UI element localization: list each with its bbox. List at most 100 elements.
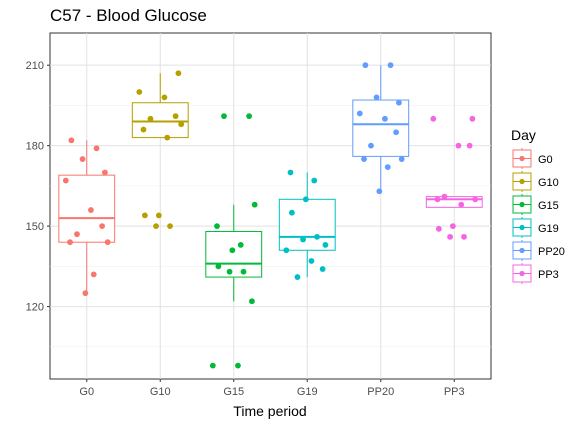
point-pp20 bbox=[393, 129, 400, 136]
point-g15 bbox=[251, 201, 258, 208]
point-pp3 bbox=[430, 115, 437, 122]
box-iqr bbox=[425, 196, 483, 208]
point-g10 bbox=[141, 212, 148, 219]
y-tick-label: 180 bbox=[26, 141, 44, 153]
y-tick-label: 120 bbox=[26, 302, 44, 314]
point-g19 bbox=[319, 266, 326, 272]
legend-label: G0 bbox=[538, 154, 553, 166]
point-g15 bbox=[209, 362, 216, 369]
point-g0 bbox=[79, 156, 86, 162]
point-g19 bbox=[300, 236, 306, 243]
point-pp3 bbox=[472, 196, 479, 203]
point-pp20 bbox=[356, 110, 363, 117]
y-tick-label: 150 bbox=[26, 221, 44, 233]
point-g19 bbox=[294, 274, 301, 280]
point-g0 bbox=[68, 137, 75, 144]
point-g15 bbox=[246, 113, 253, 120]
point-pp3 bbox=[441, 193, 448, 200]
point-g19 bbox=[314, 233, 320, 240]
point-g19 bbox=[302, 196, 309, 203]
point-g0 bbox=[82, 290, 89, 297]
x-tick-label: G19 bbox=[297, 386, 318, 398]
point-g15 bbox=[249, 298, 255, 305]
point-g0 bbox=[93, 145, 100, 152]
legend: Day G0 G10 G15 G19 PP20 PP3 bbox=[511, 127, 565, 284]
box-iqr bbox=[131, 102, 189, 139]
legend-label: G19 bbox=[538, 223, 559, 235]
point-g15 bbox=[235, 362, 241, 369]
point-pp3 bbox=[434, 196, 441, 203]
box-g15 bbox=[205, 204, 263, 302]
point-pp20 bbox=[382, 115, 388, 122]
point-g15 bbox=[215, 263, 222, 270]
point-g0 bbox=[67, 239, 73, 246]
chart-title: C57 - Blood Glucose bbox=[50, 6, 207, 25]
legend-key-point bbox=[519, 224, 525, 231]
point-pp3 bbox=[469, 115, 476, 122]
point-pp20 bbox=[398, 156, 405, 162]
point-g10 bbox=[178, 121, 185, 128]
point-g19 bbox=[287, 169, 294, 176]
point-g19 bbox=[311, 177, 318, 184]
point-g15 bbox=[229, 247, 236, 254]
point-g0 bbox=[74, 231, 80, 238]
legend-label: G10 bbox=[538, 177, 559, 189]
legend-label: G15 bbox=[538, 200, 559, 212]
point-g15 bbox=[214, 223, 220, 230]
box-iqr bbox=[58, 174, 116, 243]
x-tick-label: G15 bbox=[223, 386, 244, 398]
point-g10 bbox=[153, 223, 159, 230]
point-pp3 bbox=[458, 201, 465, 208]
point-g0 bbox=[88, 207, 94, 213]
point-g0 bbox=[104, 239, 111, 246]
point-pp3 bbox=[435, 225, 442, 232]
point-pp20 bbox=[376, 188, 383, 195]
legend-label: PP3 bbox=[538, 269, 559, 281]
box-iqr bbox=[205, 230, 263, 278]
legend-key-point bbox=[519, 155, 525, 162]
point-g10 bbox=[147, 115, 154, 122]
legend-key-point bbox=[519, 247, 525, 254]
x-axis: G0 G10 G15 G19 PP20 PP3 bbox=[79, 379, 465, 398]
y-axis: 120 150 180 210 bbox=[26, 60, 50, 314]
legend-item-pp3: PP3 bbox=[512, 263, 559, 284]
point-pp3 bbox=[449, 223, 456, 230]
point-g10 bbox=[167, 223, 173, 230]
point-g0 bbox=[102, 169, 108, 176]
x-tick-label: PP20 bbox=[367, 386, 394, 398]
boxes-layer bbox=[58, 65, 483, 302]
point-g19 bbox=[322, 241, 329, 248]
point-g15 bbox=[226, 268, 233, 275]
points-layer bbox=[62, 62, 479, 369]
point-g10 bbox=[140, 126, 147, 133]
point-g19 bbox=[283, 247, 290, 254]
point-g19 bbox=[288, 209, 295, 216]
point-g15 bbox=[237, 241, 244, 248]
x-tick-label: G10 bbox=[150, 386, 171, 398]
point-g0 bbox=[62, 177, 69, 184]
point-g10 bbox=[172, 113, 179, 120]
legend-key-point bbox=[519, 178, 525, 185]
point-pp20 bbox=[373, 94, 380, 101]
legend-key-point bbox=[519, 270, 525, 277]
box-g10 bbox=[131, 73, 189, 139]
point-pp20 bbox=[361, 156, 367, 162]
point-g15 bbox=[240, 268, 247, 275]
box-iqr bbox=[352, 99, 410, 157]
legend-item-g0: G0 bbox=[512, 148, 553, 169]
point-g10 bbox=[164, 134, 171, 141]
legend-label: PP20 bbox=[538, 246, 565, 258]
point-pp3 bbox=[447, 233, 453, 240]
point-pp3 bbox=[466, 142, 473, 149]
x-tick-label: G0 bbox=[79, 386, 94, 398]
x-axis-title: Time period bbox=[233, 403, 306, 419]
point-pp20 bbox=[362, 62, 369, 69]
point-pp20 bbox=[384, 164, 391, 171]
point-g10 bbox=[136, 89, 143, 95]
legend-key-point bbox=[519, 201, 525, 208]
legend-item-pp20: PP20 bbox=[512, 240, 565, 261]
point-pp20 bbox=[396, 99, 402, 106]
point-pp20 bbox=[368, 142, 374, 149]
x-tick-label: PP3 bbox=[444, 386, 465, 398]
